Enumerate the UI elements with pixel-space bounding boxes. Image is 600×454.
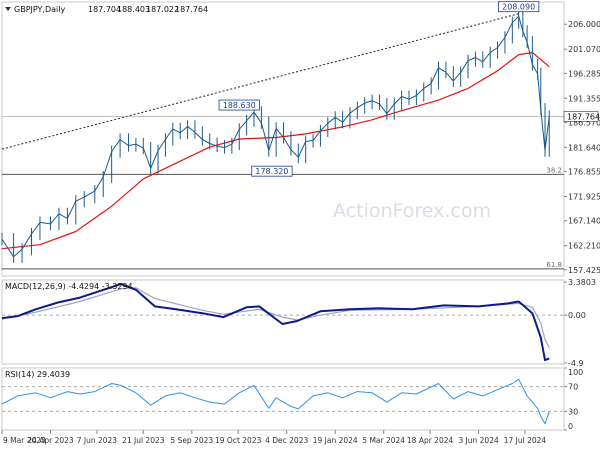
price-y-tick-label: 191.355 — [568, 94, 600, 103]
price-y-tick-label: 167.140 — [568, 217, 600, 226]
trendline — [1, 13, 519, 150]
price-y-tick-label: 186.570 — [568, 118, 600, 127]
x-tick-label: 19 Jan 2024 — [313, 436, 358, 445]
price-y-tick-label: 157.425 — [568, 266, 600, 275]
current-price-tag — [563, 111, 599, 122]
annotation-label: 178.320 — [255, 167, 288, 176]
sma-line — [1, 51, 550, 250]
rsi-label: RSI(14) 29.4039 — [5, 370, 70, 379]
price-y-tick-label: 176.855 — [568, 168, 600, 177]
watermark: ActionForex.com — [333, 200, 491, 222]
rsi-y-tick-label: 30 — [568, 407, 578, 416]
annotation-box — [498, 1, 540, 13]
ohlc-value: 187.022 — [146, 5, 179, 14]
fib-level-label: 38.2 — [546, 166, 562, 174]
price-y-tick-label: 206.000 — [568, 20, 600, 29]
macd-signal-line — [1, 287, 550, 348]
x-tick-label: 9 Mar 2023 — [3, 436, 46, 445]
annotation-box — [251, 165, 293, 177]
ohlc-value: 187.704 — [88, 5, 121, 14]
rsi-line — [1, 378, 550, 425]
macd-y-tick-label: -4.9 — [568, 359, 584, 368]
price-y-tick-label: 201.070 — [568, 45, 600, 54]
x-tick-label: 21 Jul 2023 — [122, 436, 165, 445]
price-y-tick-label: 171.925 — [568, 193, 600, 202]
ohlc-value: 188.403 — [117, 5, 150, 14]
macd-line — [1, 282, 550, 362]
annotation-box — [218, 99, 260, 111]
x-tick-label: 24 Apr 2023 — [27, 436, 74, 445]
rsi-y-tick-label: 100 — [568, 368, 583, 377]
ohlc-value: 187.764 — [175, 5, 208, 14]
rsi-y-tick-label: 70 — [568, 383, 578, 392]
annotation-label: 208.090 — [502, 3, 535, 12]
price-y-tick-label: 162.210 — [568, 242, 600, 251]
macd-y-tick-label: 3.3803 — [568, 278, 596, 287]
x-tick-label: 19 Oct 2023 — [215, 436, 262, 445]
annotation-label: 188.630 — [223, 101, 256, 110]
fib-level-label: 61.8 — [546, 261, 562, 269]
dropdown-triangle-icon — [5, 7, 11, 11]
macd-panel-frame — [1, 279, 565, 365]
current-price-label: 187.764 — [567, 112, 600, 121]
x-tick-label: 4 Dec 2023 — [265, 436, 308, 445]
price-y-tick-label: 181.640 — [568, 143, 600, 152]
x-tick-label: 18 Apr 2024 — [407, 436, 454, 445]
price-panel-frame — [1, 1, 565, 277]
macd-label: MACD(12,26,9) -4.4294 -3.3294 — [5, 282, 133, 291]
symbol-label: GBPJPY,Daily — [14, 5, 65, 14]
x-tick-label: 5 Mar 2024 — [362, 436, 405, 445]
x-tick-label: 3 Jun 2024 — [458, 436, 499, 445]
price-line — [1, 15, 550, 258]
x-tick-label: 17 Jul 2024 — [504, 436, 547, 445]
rsi-panel-frame — [1, 367, 565, 431]
rsi-y-tick-label: 0 — [568, 422, 573, 431]
price-y-tick-label: 196.285 — [568, 69, 600, 78]
macd-y-tick-label: 0.00 — [568, 311, 586, 320]
x-tick-label: 7 Jun 2023 — [77, 436, 118, 445]
x-tick-label: 5 Sep 2023 — [170, 436, 213, 445]
